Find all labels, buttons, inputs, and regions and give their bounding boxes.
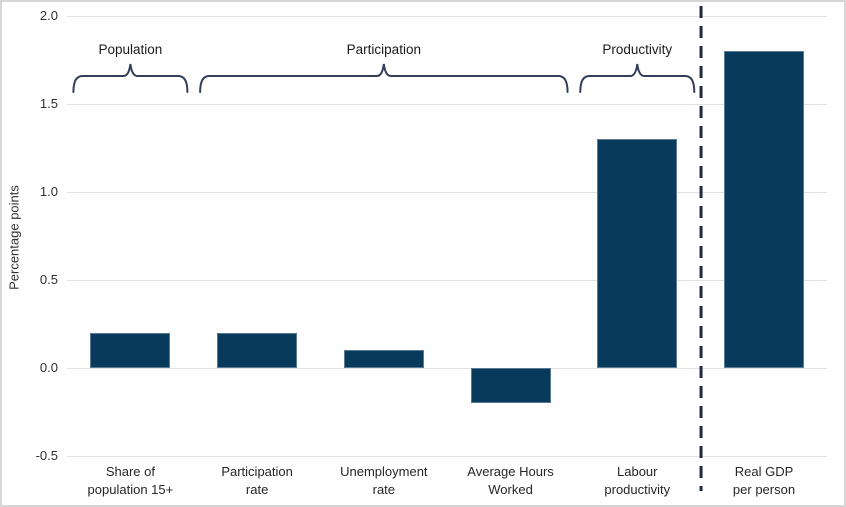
bar bbox=[90, 332, 171, 368]
gridline bbox=[67, 280, 827, 281]
group-label: Productivity bbox=[602, 42, 673, 57]
category-label: Participation rate bbox=[221, 464, 293, 497]
group-brace bbox=[72, 63, 189, 93]
bar bbox=[470, 368, 551, 404]
group-brace bbox=[579, 63, 696, 93]
bar bbox=[597, 139, 678, 368]
group-brace bbox=[199, 63, 569, 93]
y-tick-label: -0.5 bbox=[35, 448, 58, 463]
group-label: Population bbox=[98, 42, 163, 57]
bar bbox=[343, 350, 424, 368]
y-tick-label: 2.0 bbox=[39, 8, 58, 23]
group-label: Participation bbox=[346, 42, 421, 57]
y-tick-label: 1.0 bbox=[39, 184, 58, 199]
category-label: Average Hours Worked bbox=[467, 464, 554, 497]
category-label: Real GDP per person bbox=[732, 464, 796, 497]
gridline bbox=[67, 456, 827, 457]
bar bbox=[217, 332, 298, 368]
gridline bbox=[67, 368, 827, 369]
gridline bbox=[67, 16, 827, 17]
gridline bbox=[67, 192, 827, 193]
category-label: Labour productivity bbox=[604, 464, 671, 497]
bar bbox=[724, 51, 804, 368]
y-tick-label: 0.0 bbox=[39, 360, 58, 375]
category-label: Share of population 15+ bbox=[87, 464, 174, 497]
gridline bbox=[67, 104, 827, 105]
y-tick-label: 0.5 bbox=[39, 272, 58, 287]
category-label: Unemployment rate bbox=[340, 464, 428, 497]
y-tick-label: 1.5 bbox=[39, 96, 58, 111]
